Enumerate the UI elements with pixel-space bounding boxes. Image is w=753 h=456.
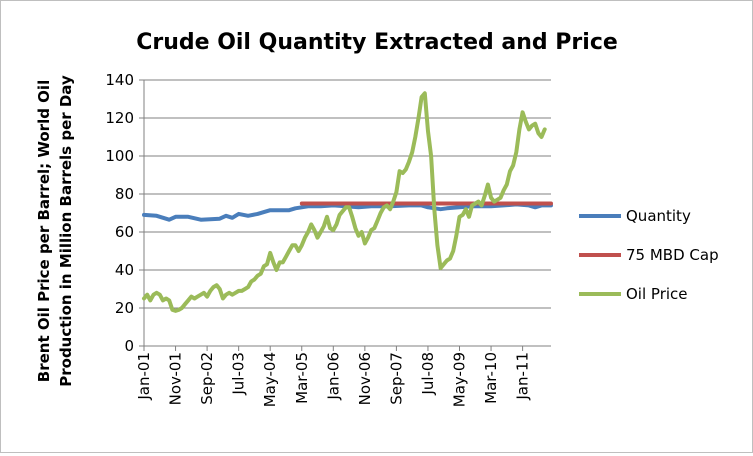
x-tick-label-Mar-10: Mar-10: [482, 352, 500, 404]
x-tick-label-Jul-03: Jul-03: [230, 352, 248, 396]
x-tick-label-Nov-01: Nov-01: [167, 352, 185, 405]
y-tick-label-120: 120: [105, 109, 134, 127]
x-tick-labels: Jan-01 Nov-01 Sep-02 Jul-03 May-04 Mar-05 Jan-…: [135, 352, 532, 407]
y-axis-label-line-1: Brent Oil Price per Barrel; World Oil: [35, 80, 53, 382]
x-tick-label-Sep-07: Sep-07: [387, 352, 405, 405]
y-tick-label-60: 60: [115, 223, 134, 241]
legend-label-75-mbd-cap: 75 MBD Cap: [626, 246, 719, 264]
x-tick-label-Jan-01: Jan-01: [135, 352, 153, 401]
legend: Quantity 75 MBD Cap Oil Price: [579, 207, 719, 303]
y-tick-label-40: 40: [115, 261, 134, 279]
x-tick-label-May-04: May-04: [261, 352, 279, 407]
y-axis-label-line-2: Production in Million Barrels per Day: [57, 75, 75, 387]
axes: [139, 79, 551, 351]
y-tick-label-140: 140: [105, 71, 134, 89]
y-tick-label-0: 0: [124, 337, 134, 355]
x-tick-label-Mar-05: Mar-05: [293, 352, 311, 404]
y-axis-label: Brent Oil Price per Barrel; World Oil Pr…: [35, 75, 75, 387]
y-tick-label-100: 100: [105, 147, 134, 165]
x-tick-label-Jul-08: Jul-08: [419, 352, 437, 396]
gridlines: [144, 79, 551, 309]
legend-label-oil-price: Oil Price: [626, 285, 688, 303]
x-tick-label-Nov-06: Nov-06: [356, 352, 374, 405]
chart-title: Crude Oil Quantity Extracted and Price: [136, 30, 618, 55]
legend-label-quantity: Quantity: [626, 207, 691, 225]
y-tick-label-80: 80: [115, 185, 134, 203]
x-tick-label-Sep-02: Sep-02: [198, 352, 216, 405]
y-tick-labels: 0 20 40 60 80 100 120 140: [105, 71, 134, 355]
plot-area: [142, 91, 553, 313]
y-tick-label-20: 20: [115, 299, 134, 317]
series-line-oil-price: [142, 91, 547, 313]
x-tick-label-Jan-06: Jan-06: [324, 352, 342, 401]
x-tick-label-Jan-11: Jan-11: [514, 352, 532, 401]
x-tick-label-May-09: May-09: [451, 352, 469, 407]
